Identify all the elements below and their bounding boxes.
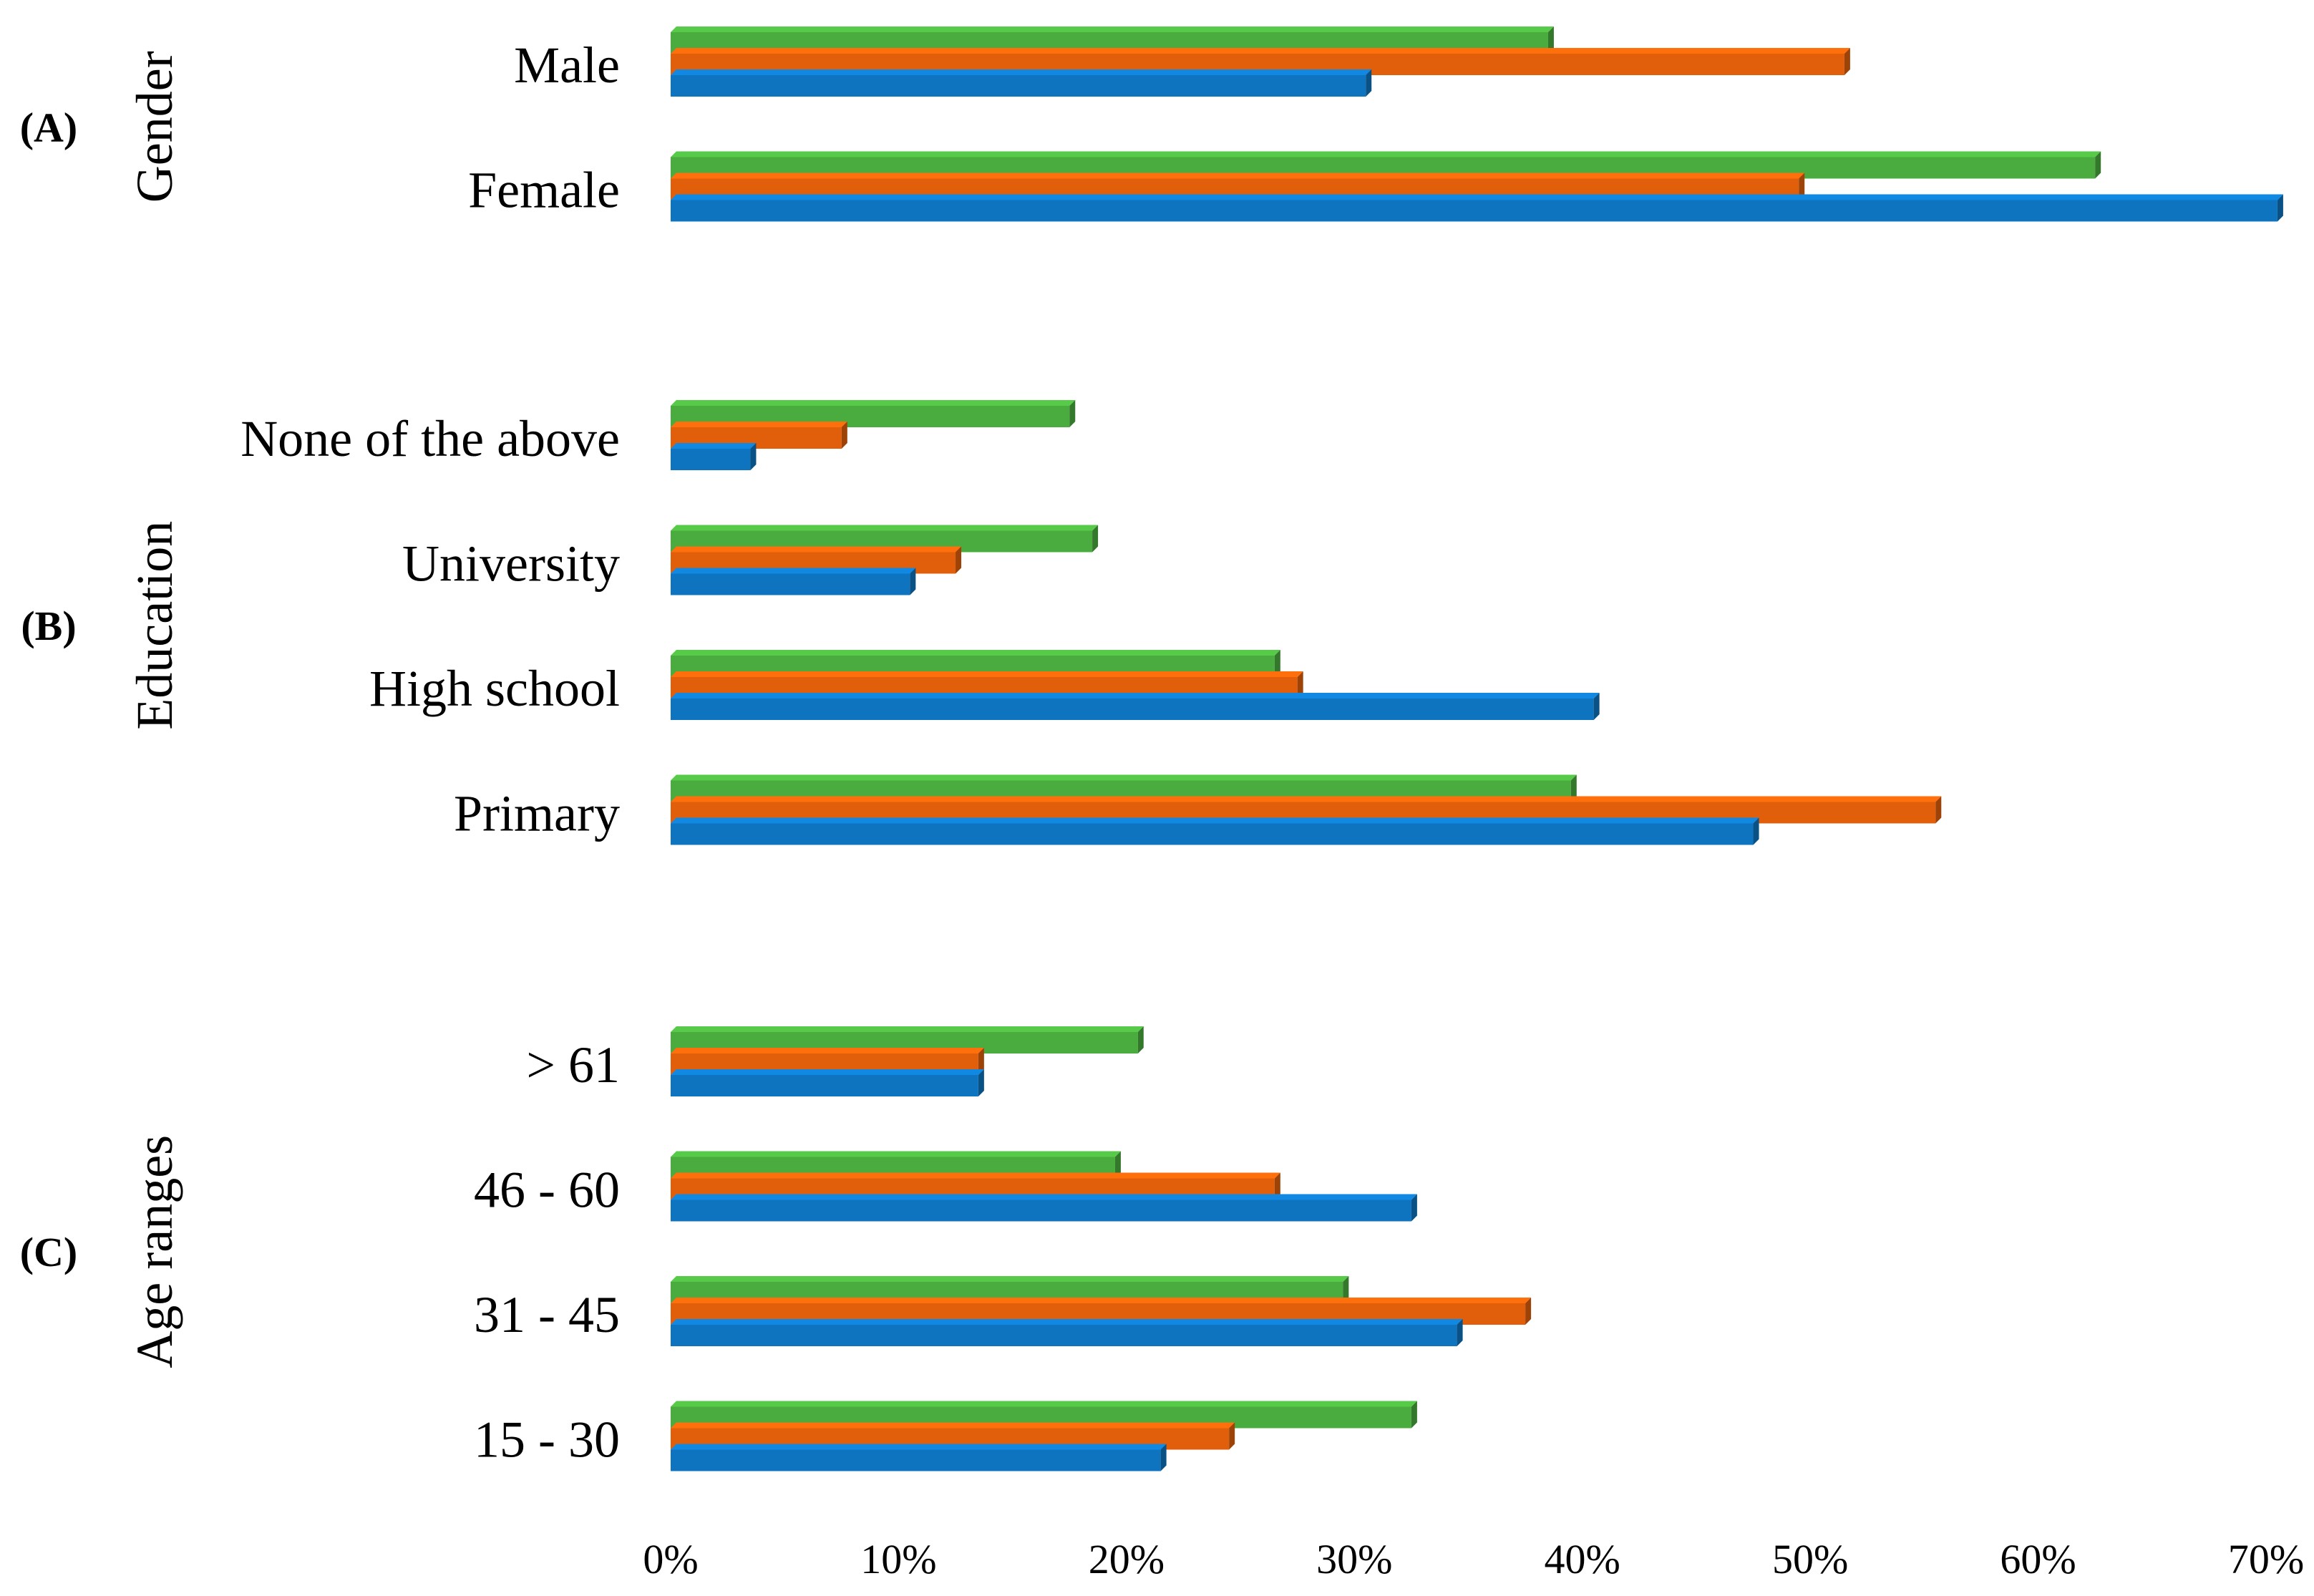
x-tick-label-30: 30%	[1316, 1536, 1392, 1582]
category-label-male: Male	[514, 37, 620, 94]
labels-layer: Male Female Gender (A) None of the above Univ…	[20, 37, 620, 1469]
category-label-university: University	[402, 535, 620, 593]
bar-education-university-series-3	[671, 568, 916, 595]
bars-layer	[671, 26, 2283, 1471]
group-title-age-ranges: Age ranges	[126, 1135, 183, 1368]
category-label-none-of-the-above: None of the above	[240, 410, 620, 467]
bar-education-none-of-the-above-series-3	[671, 443, 757, 470]
category-label-primary: Primary	[454, 785, 620, 842]
x-axis: 0% 10% 20% 30% 40% 50% 60% 70%	[643, 1536, 2304, 1582]
category-label-31-45: 31 - 45	[474, 1286, 620, 1343]
bar-age-ranges-15-30-series-3	[671, 1444, 1167, 1471]
x-tick-label-20: 20%	[1089, 1536, 1165, 1582]
group-title-gender: Gender	[126, 51, 183, 203]
category-label-female: Female	[468, 162, 620, 219]
bar-gender-male-series-2	[671, 48, 1850, 75]
x-tick-label-0: 0%	[643, 1536, 698, 1582]
bar-gender-female-series-3	[671, 194, 2283, 222]
bar-education-primary-series-3	[671, 817, 1759, 845]
x-tick-label-50: 50%	[1772, 1536, 1848, 1582]
x-tick-label-70: 70%	[2228, 1536, 2304, 1582]
category-label-high-school: High school	[369, 660, 620, 717]
bar-age-ranges-46-60-series-3	[671, 1194, 1417, 1222]
panel-tag-age-ranges: (C)	[20, 1229, 78, 1275]
bar-education-high-school-series-3	[671, 693, 1600, 720]
group-title-education: Education	[126, 521, 183, 730]
x-tick-label-10: 10%	[860, 1536, 936, 1582]
category-label-46-60: 46 - 60	[474, 1162, 620, 1219]
x-tick-label-40: 40%	[1545, 1536, 1620, 1582]
bar-age-ranges-31-45-series-3	[671, 1319, 1463, 1346]
x-tick-label-60: 60%	[2000, 1536, 2076, 1582]
category-label-61: > 61	[526, 1036, 620, 1094]
category-label-15-30: 15 - 30	[474, 1411, 620, 1469]
panel-tag-education: (B)	[21, 603, 76, 649]
panel-tag-gender: (A)	[20, 104, 78, 150]
bar-gender-male-series-3	[671, 69, 1372, 97]
bar-age-ranges-61-series-3	[671, 1069, 984, 1096]
